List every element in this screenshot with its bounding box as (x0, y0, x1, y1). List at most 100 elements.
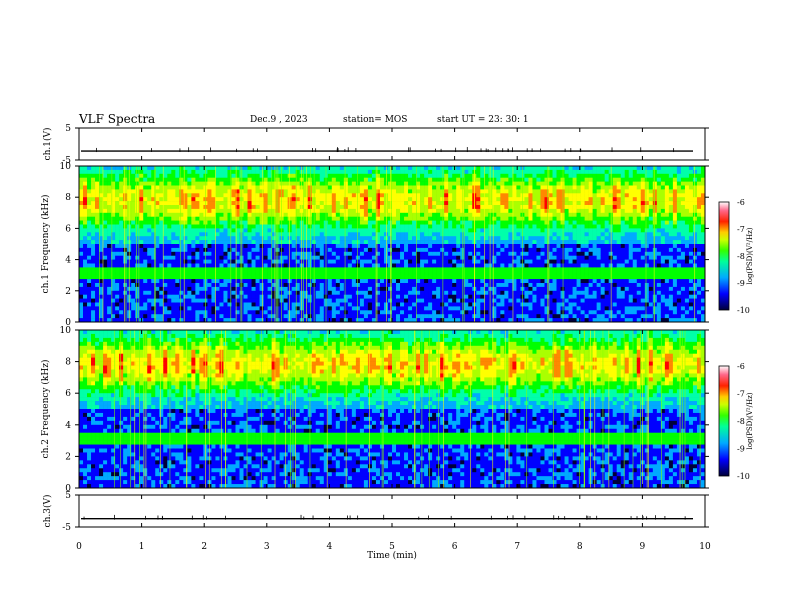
spectrogram-cell (319, 298, 325, 303)
spectrogram-cell (500, 294, 505, 299)
spectrogram-cell (103, 259, 108, 264)
spectrogram-cell (556, 201, 561, 206)
spectrogram-cell (215, 275, 220, 280)
spectrogram-cell (464, 279, 469, 284)
spectrogram-cell (460, 181, 465, 186)
spectrogram-cell (524, 247, 529, 253)
spectrogram-cell (436, 267, 441, 272)
spectrogram-cell (319, 177, 325, 182)
spectrogram-cell (532, 228, 537, 233)
spectrogram-cell (283, 185, 288, 190)
spectrogram-cell (135, 181, 140, 186)
spectrogram-cell (416, 283, 421, 288)
spectrogram-cell (492, 279, 497, 284)
spectrogram-cell (119, 318, 124, 323)
spectrogram-cell (532, 294, 537, 299)
spectrogram-cell (87, 286, 92, 292)
spectrogram-cell (263, 216, 268, 221)
spectrogram-cell (416, 169, 421, 175)
spectrogram-cell (544, 275, 549, 280)
spectrogram-cell (167, 298, 172, 303)
spectrogram-cell (327, 267, 333, 272)
spectrogram-cell (147, 271, 152, 276)
spectrogram-cell (99, 251, 104, 256)
spectrogram-cell (207, 185, 212, 190)
spectrogram-cell (83, 298, 88, 303)
spectrogram-cell (359, 220, 365, 225)
spectrogram-cell (524, 263, 529, 268)
spectrogram-cell (123, 298, 128, 303)
spectrogram-cell (343, 169, 349, 175)
spectrogram-cell (123, 220, 128, 225)
spectrogram-cell (492, 169, 497, 175)
spectrogram-cell (243, 310, 248, 315)
spectrogram-cell (355, 224, 361, 229)
spectrogram-cell (564, 271, 569, 276)
spectrogram-cell (111, 259, 116, 264)
spectrogram-cell (379, 224, 385, 229)
spectrogram-cell (347, 290, 353, 295)
spectrogram-cell (408, 251, 413, 256)
spectrogram-cell (135, 232, 140, 237)
spectrogram-cell (456, 228, 461, 233)
spectrogram-cell (464, 244, 469, 249)
spectrogram-cell (147, 240, 152, 245)
spectrogram-cell (440, 259, 445, 264)
spectrogram-cell (448, 189, 453, 194)
spectrogram-cell (512, 255, 517, 260)
spectrogram-cell (247, 314, 252, 319)
spectrogram-cell (271, 298, 276, 303)
spectrogram-cell (347, 244, 353, 249)
spectrogram-cell (524, 236, 529, 241)
spectrogram-cell (155, 169, 160, 175)
spectrogram-cell (367, 279, 373, 284)
spectrogram-cell (468, 228, 473, 233)
spectrogram-cell (420, 263, 425, 268)
spectrogram-cell (371, 224, 377, 229)
spectrogram-cell (371, 251, 377, 256)
spectrogram-cell (163, 279, 168, 284)
spectrogram-cell (251, 244, 256, 249)
spectrogram-cell (259, 220, 264, 225)
spectrogram-cell (496, 251, 501, 256)
spectrogram-cell (412, 271, 417, 276)
spectrogram-cell (544, 302, 549, 307)
spectrogram-cell (115, 251, 120, 256)
spectrogram-cell (143, 236, 148, 241)
spectrogram-cell (528, 267, 533, 272)
spectrogram-cell (163, 267, 168, 272)
spectrogram-cell (359, 271, 365, 276)
spectrogram-cell (500, 197, 505, 202)
spectrogram-cell (572, 263, 577, 268)
spectrogram-cell (319, 189, 325, 194)
spectrogram-cell (359, 255, 365, 260)
spectrogram-cell (500, 169, 505, 175)
spectrogram-cell (319, 224, 325, 229)
spectrogram-cell (243, 193, 248, 198)
spectrogram-cell (99, 244, 104, 249)
spectrogram-cell (492, 216, 497, 221)
spectrogram-cell (119, 208, 124, 214)
spectrogram-cell (199, 290, 204, 295)
spectrogram-cell (159, 173, 164, 178)
spectrogram-cell (468, 197, 473, 202)
spectrogram-cell (363, 255, 369, 260)
spectrogram-cell (231, 181, 236, 186)
spectrogram-cell (363, 173, 369, 178)
spectrogram-cell (359, 197, 365, 202)
spectrogram-cell (500, 318, 505, 323)
spectrogram-cell (283, 263, 288, 268)
spectrogram-cell (99, 306, 104, 311)
chart-title: VLF Spectra (79, 112, 156, 126)
spectrogram-cell (307, 310, 313, 315)
spectrogram-cell (420, 255, 425, 260)
spectrogram-cell (135, 220, 140, 225)
spectrogram-cell (143, 318, 148, 323)
spectrogram-cell (396, 294, 401, 299)
spectrogram-cell (99, 185, 104, 190)
spectrogram-cell (335, 306, 341, 311)
spectrogram-cell (363, 197, 369, 202)
spectrogram-cell (528, 193, 533, 198)
spectrogram-cell (283, 247, 288, 253)
spectrogram-cell (227, 240, 232, 245)
